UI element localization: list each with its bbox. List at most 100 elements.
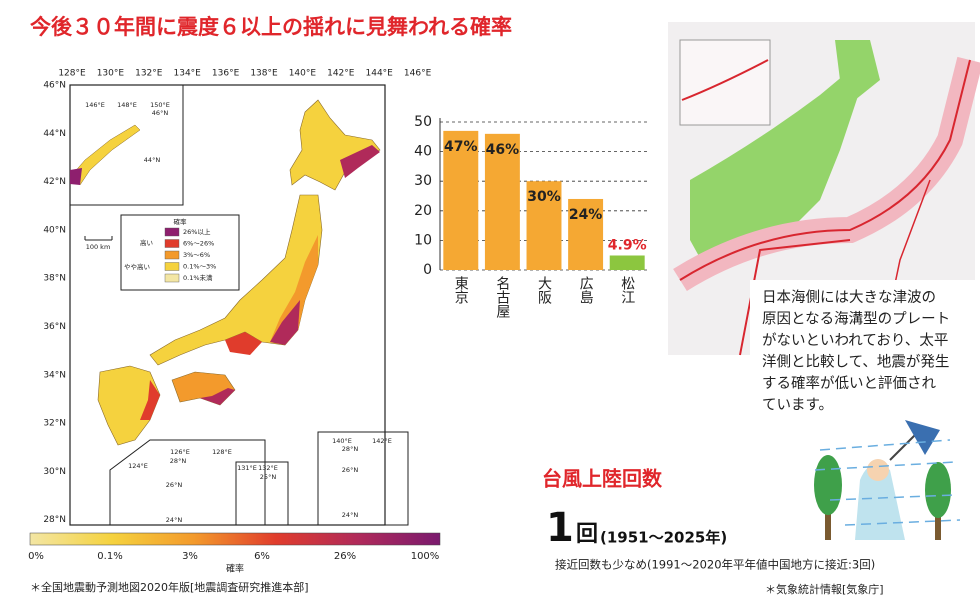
hazard-map: 100 km [69,84,409,526]
kyushu [97,365,161,446]
inset-label: 28°N [170,457,187,465]
inset-label: 25°N [260,473,277,481]
y-tick-label: 0 [423,262,432,278]
inset-daito-frame [235,461,289,526]
typhoon-note: 接近回数も少なめ(1991～2020年平年値中国地方に接近:3回) [555,558,875,572]
plate-text-bg [750,280,975,410]
plate-map [668,22,980,410]
bar [443,130,479,270]
y-tick-label: 40 [414,144,432,160]
inset-label: 140°E [332,437,352,445]
bar [484,133,520,270]
inset-label: 148°E [117,101,137,109]
inset-label: 131°E [237,464,257,472]
colorbar [29,532,441,546]
legend-swatch [164,273,180,283]
x-tick-label: 名古屋 [494,276,510,319]
plate-text: がないといわれており、太平 [762,332,948,349]
legend-swatch [164,250,180,260]
nemuro-high [70,168,82,185]
hokkaido-land [835,40,880,100]
inset-label: 46°N [152,109,169,117]
lon-label: 140°E [289,69,317,79]
legend-title: 確率 [174,217,188,226]
inset-south-frame [109,439,266,525]
y-tick-label: 50 [414,114,432,130]
lon-label: 136°E [212,69,240,79]
page-title: 今後３０年間に震度６以上の揺れに見舞われる確率 [30,15,512,39]
colorbar-label: 6% [254,551,270,562]
legend-high: 高い [140,238,153,247]
trench-line [739,239,851,356]
lat-label: 28°N [43,515,66,525]
colorbar-label: 0% [28,551,44,562]
bar [568,198,604,270]
legend-label: 3%～6% [183,251,210,259]
lat-label: 36°N [43,322,66,332]
bar-value-label: 30% [527,189,561,205]
bar-value-label: 24% [569,207,603,223]
inset-label: 150°E [150,101,170,109]
map-source: ＊全国地震動予測地図2020年版[地震調査研究推進本部] [30,580,309,594]
lat-label: 38°N [43,274,66,284]
x-tick-label: 松江 [619,276,635,304]
lat-label: 32°N [43,419,66,429]
legend-label: 0.1%未満 [183,273,213,282]
inset-north-frame [69,84,184,206]
inset-label: 28°N [342,445,359,453]
colorbar-label: 3% [182,551,198,562]
lon-label: 134°E [174,69,202,79]
typhoon-illustration [814,420,961,540]
lon-label: 146°E [404,69,432,79]
kuril-islands [71,124,141,186]
inset-label: 124°E [128,462,148,470]
bar-value-label: 46% [486,142,520,158]
lat-label: 30°N [43,467,66,477]
lat-label: 40°N [43,225,66,235]
lon-label: 138°E [250,69,278,79]
bar-value-label: 4.9% [608,237,647,253]
colorbar-label: 100% [411,551,440,562]
legend-swatch [164,227,180,237]
inset-label: 26°N [342,466,359,474]
legend-box [120,214,240,291]
plate-text: 洋側と比較して、地震が発生 [762,353,949,371]
lat-label: 46°N [43,81,66,91]
lat-label: 42°N [43,177,66,187]
plate-text: 日本海側には大きな津波の [762,289,936,306]
plate-inset [679,39,771,126]
typhoon-title: 台風上陸回数 [542,467,663,491]
hokkaido [289,99,381,191]
typhoon-period: (1951～2025年) [600,529,727,547]
shikoku-high [200,388,235,405]
lat-label: 34°N [43,370,66,380]
inset-label: 146°E [85,101,105,109]
colorbar-title: 確率 [226,563,244,575]
hokkaido-high [340,145,380,178]
inset-label: 142°E [372,437,392,445]
bar [526,181,562,270]
x-tick-label: 広島 [578,276,594,304]
inset-ogasawara-frame [317,431,409,526]
kanto-high [270,300,300,345]
inset-label: 44°N [144,156,161,164]
inset-label: 24°N [342,511,359,519]
scale-label: 100 km [86,243,111,251]
y-tick-label: 30 [414,173,432,189]
inset-label: 126°E [170,448,190,456]
legend-mid-high: やや高い [124,262,150,271]
legend-label: 0.1%～3% [183,263,216,271]
lon-label: 142°E [327,69,355,79]
trench-line [681,59,769,101]
typhoon-source: ＊気象統計情報[気象庁] [765,582,884,596]
honshu-pacific [270,235,318,345]
lat-label: 44°N [43,129,66,139]
inset-label: 24°N [166,516,183,524]
typhoon-count: 1 [546,505,574,551]
colorbar-label: 0.1% [97,551,122,562]
legend-swatch [164,262,180,271]
japan-land [690,70,860,258]
trench-line [679,59,971,281]
plate-text: ています。 [762,397,833,414]
